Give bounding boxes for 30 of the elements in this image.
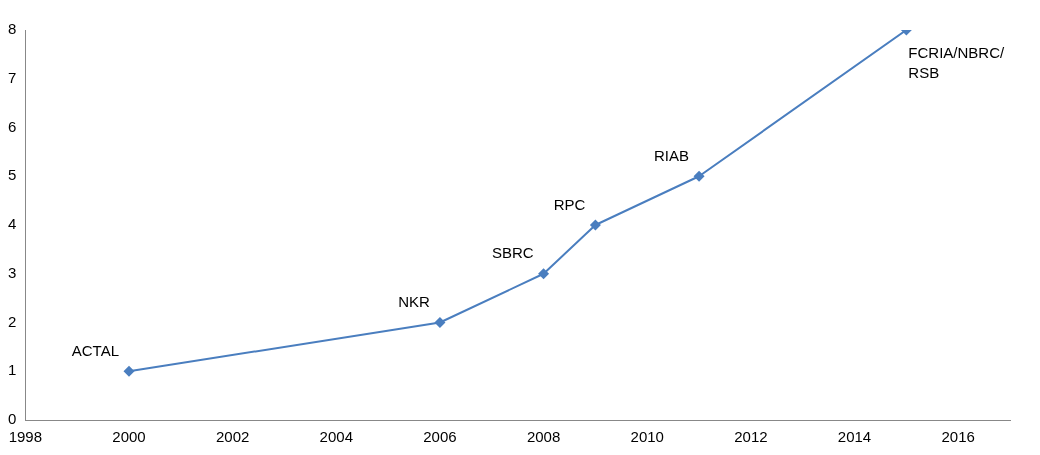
annotation: SBRC	[491, 244, 534, 262]
x-tick-label: 2006	[423, 428, 457, 446]
point	[693, 170, 705, 182]
annotation: RIAB	[654, 146, 690, 164]
x-tick-label: 2010	[630, 428, 664, 446]
x-tick-label: 2004	[319, 428, 353, 446]
point	[538, 268, 550, 280]
y-tick-label: 1	[8, 361, 17, 379]
x-tick-label: 2014	[837, 428, 872, 446]
x-tick-label: 2000	[112, 428, 146, 446]
y-tick-label: 8	[8, 20, 17, 38]
x-tick-label: 2008	[526, 428, 561, 446]
y-tick-label: 4	[8, 215, 17, 233]
point	[434, 317, 446, 328]
x-tick-label: 1998	[8, 428, 43, 446]
y-tick-label: 2	[8, 312, 17, 330]
y-tick-label: 0	[8, 410, 17, 428]
x-tick-label: 2002	[215, 428, 250, 446]
point	[589, 219, 601, 231]
y-tick-label: 5	[8, 166, 17, 184]
annotation: ACTAL	[71, 341, 119, 359]
annotation: NKR	[398, 293, 431, 311]
x-tick-label: 2016	[941, 428, 975, 446]
y-tick-label: 6	[8, 117, 17, 135]
point	[123, 365, 135, 377]
annotation: RPC	[553, 195, 586, 213]
y-tick-label: 3	[8, 263, 17, 281]
x-tick-label: 2012	[734, 428, 768, 446]
y-tick-label: 7	[8, 68, 17, 86]
annotation: FCRIA/NBRC/ RSB	[908, 43, 1006, 81]
